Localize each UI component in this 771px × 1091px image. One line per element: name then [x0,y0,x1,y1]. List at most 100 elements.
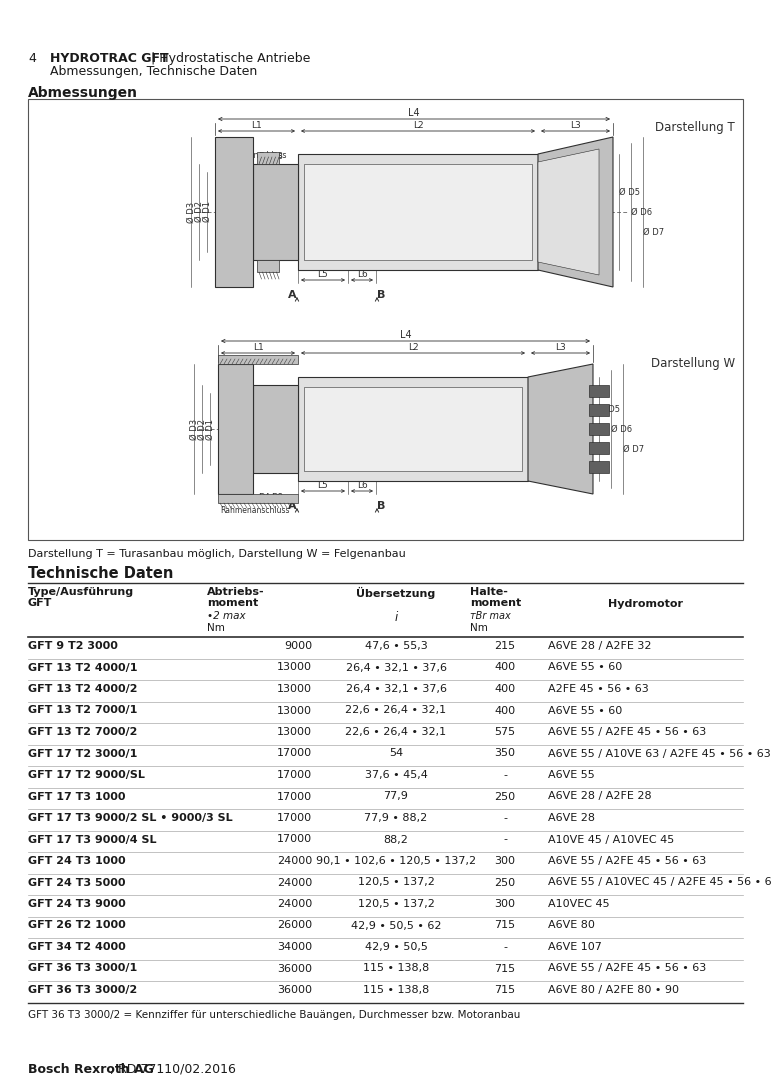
Text: -: - [503,813,507,823]
Text: Nm: Nm [207,623,225,633]
Text: 37,6 • 45,4: 37,6 • 45,4 [365,770,427,780]
Text: 715: 715 [494,921,516,931]
Text: 24000: 24000 [277,899,312,909]
Text: L6: L6 [357,269,367,279]
Bar [28,99,743,540]
Text: L4: L4 [408,108,420,118]
Text: Nm: Nm [470,623,488,633]
Text: GFT: GFT [28,598,52,608]
Text: Übersetzung: Übersetzung [356,587,436,599]
Text: 24000: 24000 [277,877,312,887]
Text: 54: 54 [389,748,403,758]
Polygon shape [538,137,613,287]
Bar [218,355,298,364]
Text: 400: 400 [494,706,516,716]
Text: L5: L5 [318,269,328,279]
Text: A6VE 55: A6VE 55 [548,770,594,780]
Text: GFT 13 T2 4000/2: GFT 13 T2 4000/2 [28,684,137,694]
Text: 77,9: 77,9 [383,791,409,802]
Text: 715: 715 [494,985,516,995]
Text: 400: 400 [494,662,516,672]
Text: Ø D5: Ø D5 [619,188,640,196]
Text: GFT 24 T3 5000: GFT 24 T3 5000 [28,877,126,887]
Text: A6VE 28 / A2FE 28: A6VE 28 / A2FE 28 [548,791,651,802]
Text: -: - [503,770,507,780]
Text: 90,1 • 102,6 • 120,5 • 137,2: 90,1 • 102,6 • 120,5 • 137,2 [316,856,476,866]
Text: Motor-Anflanschfläche: Motor-Anflanschfläche [255,221,341,231]
Text: 77,9 • 88,2: 77,9 • 88,2 [365,813,428,823]
Text: GFT 13 T2 7000/1: GFT 13 T2 7000/1 [28,706,137,716]
Text: GFT 36 T3 3000/2: GFT 36 T3 3000/2 [28,985,137,995]
Text: 250: 250 [494,877,516,887]
Text: 26,4 • 32,1 • 37,6: 26,4 • 32,1 • 37,6 [345,684,446,694]
Text: 26000: 26000 [277,921,312,931]
Text: A6VE 55 • 60: A6VE 55 • 60 [548,706,622,716]
Text: GFT 24 T3 1000: GFT 24 T3 1000 [28,856,126,866]
Text: B: B [377,290,386,300]
Text: 24000: 24000 [277,856,312,866]
Text: Ø D5: Ø D5 [599,405,620,413]
Text: 17000: 17000 [277,770,312,780]
Text: тBr max: тBr max [470,611,510,621]
Text: B: B [377,501,386,511]
Text: Darstellung T: Darstellung T [655,121,735,134]
Text: Bosch Rexroth AG: Bosch Rexroth AG [28,1063,154,1076]
Text: A6VE 28: A6VE 28 [548,813,595,823]
Text: Ø D6: Ø D6 [631,207,652,216]
Text: L1: L1 [253,343,264,352]
Text: A6VE 55 / A2FE 45 • 56 • 63: A6VE 55 / A2FE 45 • 56 • 63 [548,856,706,866]
Text: A6VE 107: A6VE 107 [548,942,602,952]
Text: moment: moment [207,598,258,608]
Text: 120,5 • 137,2: 120,5 • 137,2 [358,899,434,909]
Text: 13000: 13000 [277,662,312,672]
Text: 13000: 13000 [277,727,312,738]
Text: A: A [288,290,297,300]
Text: 17000: 17000 [277,791,312,802]
Text: GFT 34 T2 4000: GFT 34 T2 4000 [28,942,126,952]
Bar [218,494,298,503]
Text: L2: L2 [408,343,419,352]
Text: A6VE 55 / A2FE 45 • 56 • 63: A6VE 55 / A2FE 45 • 56 • 63 [548,727,706,738]
Bar [253,385,298,473]
Bar [304,164,532,260]
Text: Darstellung W: Darstellung W [651,357,735,370]
Text: 115 • 138,8: 115 • 138,8 [363,963,429,973]
Text: Abmessungen, Technische Daten: Abmessungen, Technische Daten [50,65,258,77]
Text: 300: 300 [494,899,516,909]
Text: GFT 13 T2 7000/2: GFT 13 T2 7000/2 [28,727,137,738]
Text: 22,6 • 26,4 • 32,1: 22,6 • 26,4 • 32,1 [345,706,446,716]
Text: Abmessungen: Abmessungen [28,86,138,100]
Bar [257,260,279,272]
Text: Technische Daten: Technische Daten [28,566,173,582]
Text: Ø D7: Ø D7 [623,444,644,454]
Text: Ø D1: Ø D1 [206,419,214,440]
Text: Darstellung T = Turasanbau möglich, Darstellung W = Felgenanbau: Darstellung T = Turasanbau möglich, Dars… [28,549,406,559]
Text: GFT 17 T3 1000: GFT 17 T3 1000 [28,791,126,802]
Text: 17000: 17000 [277,835,312,844]
Text: 36000: 36000 [277,985,312,995]
Text: i: i [395,611,398,624]
Text: A6VE 55 • 60: A6VE 55 • 60 [548,662,622,672]
Text: A10VEC 45: A10VEC 45 [548,899,610,909]
Text: A6VE 80 / A2FE 80 • 90: A6VE 80 / A2FE 80 • 90 [548,985,679,995]
Polygon shape [538,149,599,275]
Text: A10VE 45 / A10VEC 45: A10VE 45 / A10VEC 45 [548,835,675,844]
Text: GFT 17 T2 9000/SL: GFT 17 T2 9000/SL [28,770,145,780]
Bar [215,137,253,287]
Text: , RD 77110/02.2016: , RD 77110/02.2016 [110,1063,236,1076]
Text: A6VE 28 / A2FE 32: A6VE 28 / A2FE 32 [548,642,651,651]
Text: Rahmenanschluss: Rahmenanschluss [217,151,287,160]
Text: A6VE 80: A6VE 80 [548,921,595,931]
Bar [257,152,279,164]
Text: Ø D2: Ø D2 [194,202,204,223]
Text: Abtriebs-: Abtriebs- [207,587,264,597]
Polygon shape [528,364,593,494]
Text: moment: moment [470,598,521,608]
Text: L6: L6 [357,481,367,490]
Text: Ø D6: Ø D6 [611,424,632,433]
Text: 36000: 36000 [277,963,312,973]
Text: A6VE 55 / A2FE 45 • 56 • 63: A6VE 55 / A2FE 45 • 56 • 63 [548,963,706,973]
Text: Ø D3: Ø D3 [187,202,196,223]
Text: GFT 13 T2 4000/1: GFT 13 T2 4000/1 [28,662,137,672]
Text: 88,2: 88,2 [383,835,409,844]
